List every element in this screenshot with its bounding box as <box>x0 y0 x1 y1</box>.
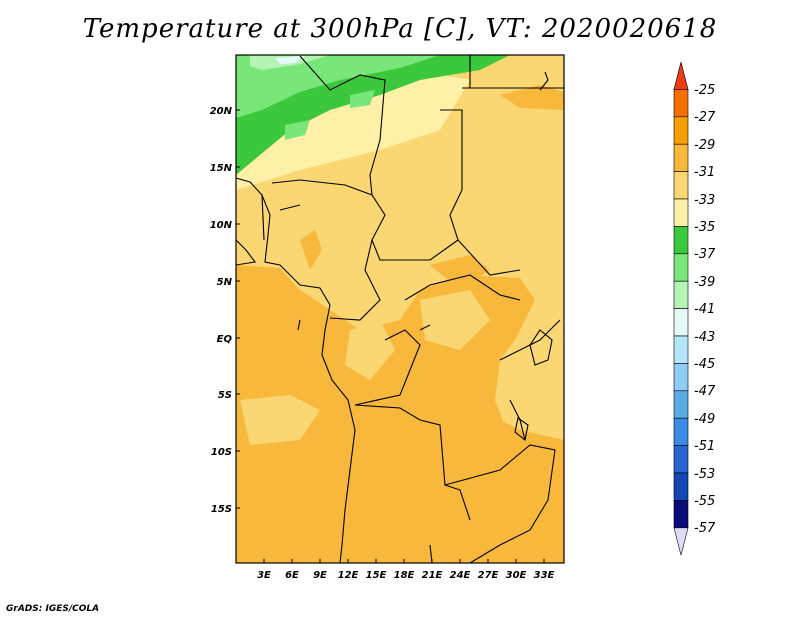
colorbar-label: -51 <box>694 439 715 454</box>
colorbar-segment <box>673 363 689 392</box>
lon-label: 12E <box>338 570 359 581</box>
lat-label: EQ <box>217 334 233 345</box>
lon-label: 9E <box>313 570 327 581</box>
colorbar <box>673 61 689 556</box>
colorbar-segment <box>673 171 689 200</box>
colorbar-label: -29 <box>694 138 715 153</box>
colorbar-segment <box>673 253 689 282</box>
colorbar-label: -41 <box>694 302 715 317</box>
colorbar-label: -31 <box>694 165 715 180</box>
lat-label: 10N <box>210 220 233 231</box>
colorbar-label: -33 <box>694 193 715 208</box>
latitude-labels: 20N 15N 10N 5N EQ 5S 10S 15S <box>210 106 233 515</box>
lon-label: 6E <box>285 570 299 581</box>
colorbar-segment <box>673 226 689 255</box>
lat-label: 15N <box>210 163 233 174</box>
colorbar-segment <box>673 89 689 118</box>
lon-label: 30E <box>506 570 527 581</box>
lat-label: 15S <box>211 504 232 515</box>
colorbar-label: -43 <box>694 330 715 345</box>
map-title: Temperature at 300hPa [C], VT: 202002061… <box>82 14 718 44</box>
lat-label: 5S <box>218 390 232 401</box>
colorbar-label: -27 <box>694 110 716 125</box>
lat-label: 20N <box>210 106 233 117</box>
colorbar-label: -47 <box>694 384 716 399</box>
colorbar-label: -35 <box>694 220 715 235</box>
lon-label: 27E <box>478 570 499 581</box>
colorbar-segment <box>673 445 689 474</box>
longitude-labels: 3E 6E 9E 12E 15E 18E 21E 24E 27E 30E 33E <box>257 570 554 581</box>
colorbar-segment <box>673 335 689 364</box>
colorbar-segment <box>673 472 689 501</box>
colorbar-labels: -25 -27 -29 -31 -33 -35 -37 -39 -41 -43 … <box>694 83 716 536</box>
grads-credit: GrADS: IGES/COLA <box>6 604 100 614</box>
lon-label: 3E <box>257 570 271 581</box>
colorbar-label: -37 <box>694 247 716 262</box>
map-figure: 20N 15N 10N 5N EQ 5S 10S 15S 3E 6E 9E 12… <box>210 54 716 581</box>
lon-label: 18E <box>394 570 415 581</box>
colorbar-segment <box>673 390 689 419</box>
lon-label: 15E <box>366 570 387 581</box>
lat-label: 10S <box>211 447 232 458</box>
lon-label: 33E <box>534 570 555 581</box>
colorbar-label: -45 <box>694 357 715 372</box>
map-panel <box>235 54 565 564</box>
colorbar-label: -57 <box>694 521 716 536</box>
colorbar-segment <box>673 417 689 446</box>
lat-label: 5N <box>217 277 233 288</box>
colorbar-segment <box>673 280 689 309</box>
colorbar-label: -39 <box>694 275 715 290</box>
colorbar-bottom-arrow <box>673 527 689 556</box>
colorbar-top-arrow <box>673 61 689 90</box>
colorbar-label: -55 <box>694 494 715 509</box>
colorbar-segment <box>673 308 689 337</box>
lon-label: 21E <box>422 570 443 581</box>
colorbar-label: -53 <box>694 467 715 482</box>
colorbar-segment <box>673 143 689 172</box>
colorbar-segment <box>673 500 689 529</box>
colorbar-label: -25 <box>694 83 715 98</box>
lon-label: 24E <box>450 570 471 581</box>
colorbar-label: -49 <box>694 412 715 427</box>
colorbar-segment <box>673 116 689 145</box>
colorbar-segment <box>673 198 689 227</box>
